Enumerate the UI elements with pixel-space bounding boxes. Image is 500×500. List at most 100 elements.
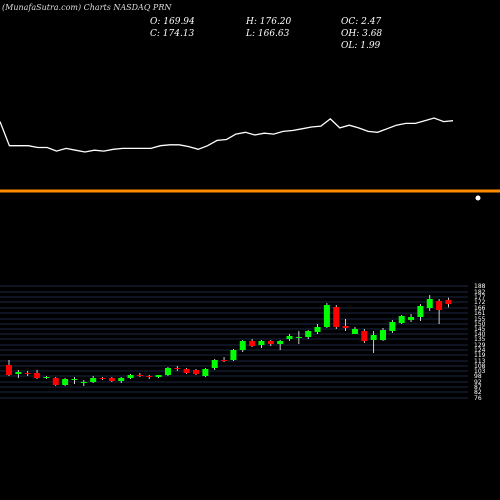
candle (399, 315, 405, 324)
candle (287, 334, 293, 341)
candle (128, 374, 134, 379)
candle (417, 304, 423, 321)
candle-body (305, 331, 311, 337)
candle (146, 375, 152, 379)
price-line (0, 118, 453, 152)
candle (71, 377, 77, 384)
candle (333, 305, 339, 329)
candle (165, 367, 171, 376)
oh-value: OH: 3.68 (341, 29, 382, 39)
candle-body (34, 373, 40, 378)
candle (81, 380, 87, 386)
candle (25, 371, 31, 376)
candle (174, 366, 180, 371)
candle (184, 368, 190, 374)
candle-body (380, 330, 386, 340)
candle-body (296, 337, 302, 338)
candle (34, 370, 40, 379)
candle (156, 375, 162, 378)
candle-body (389, 322, 395, 331)
high-value: H: 176.20 (246, 17, 291, 27)
candle-body (221, 360, 227, 361)
candle-body (156, 375, 162, 377)
candle-body (352, 329, 358, 334)
ol-value: OL: 1.99 (341, 41, 380, 51)
candle-body (53, 378, 59, 385)
candle (53, 377, 59, 386)
candle-body (343, 326, 349, 328)
candle-body (371, 335, 377, 340)
candle-body (230, 350, 236, 360)
oc-value: OC: 2.47 (341, 17, 381, 27)
low-value: L: 166.63 (246, 29, 289, 39)
candle-body (81, 382, 87, 383)
candle (352, 327, 358, 334)
candle-body (15, 372, 21, 374)
candle (43, 376, 49, 379)
candle-body (25, 373, 31, 374)
candle (62, 378, 68, 386)
candle (408, 314, 414, 322)
candle-grid (0, 286, 468, 398)
candle-body (6, 365, 12, 375)
candle-body (324, 305, 330, 327)
candle-body (408, 317, 414, 320)
candle-body (315, 327, 321, 332)
candle-body (146, 376, 152, 377)
separator-dot (476, 196, 481, 201)
candle-body (100, 378, 106, 379)
candle (389, 320, 395, 333)
candle-body (193, 370, 199, 374)
candle (436, 299, 442, 324)
y-axis-ticks: 1881821771721661611551501451401351291241… (474, 283, 486, 402)
open-value: O: 169.94 (150, 17, 195, 27)
candle-body (240, 341, 246, 350)
candle-body (43, 377, 49, 378)
candle (305, 330, 311, 339)
candle-body (417, 306, 423, 317)
candle-body (184, 369, 190, 373)
candle (249, 339, 255, 347)
candle (100, 377, 106, 380)
candle-body (427, 299, 433, 308)
candle-body (71, 379, 77, 380)
candle-body (361, 331, 367, 341)
candle-body (258, 341, 264, 345)
candle (361, 329, 367, 343)
candle (445, 298, 451, 308)
candle (6, 360, 12, 376)
candle-body (268, 341, 274, 344)
candle-body (137, 375, 143, 376)
candle-body (202, 369, 208, 376)
candle-body (399, 316, 405, 323)
candle (258, 340, 264, 348)
price-line-panel (0, 118, 453, 152)
chart-title: (MunafaSutra.com) Charts NASDAQ PRN (2, 3, 171, 12)
candle (296, 331, 302, 344)
candle-body (445, 300, 451, 304)
candle-body (128, 375, 134, 378)
close-value: C: 174.13 (150, 29, 194, 39)
candle (212, 359, 218, 370)
candlestick-series (6, 295, 451, 386)
candle (193, 369, 199, 375)
candle-body (212, 360, 218, 368)
candle-body (118, 378, 124, 381)
candle (137, 373, 143, 377)
candle-body (109, 378, 115, 381)
candle (109, 377, 115, 382)
candle-body (436, 301, 442, 310)
candle-body (333, 307, 339, 327)
candle-body (277, 341, 283, 344)
candle (202, 368, 208, 377)
candle (324, 303, 330, 328)
candle-body (165, 368, 171, 375)
candle-body (62, 379, 68, 385)
candle-body (249, 341, 255, 346)
candle-body (287, 336, 293, 339)
candle-body (90, 378, 96, 382)
candle (315, 324, 321, 334)
candle-body (174, 368, 180, 369)
candle (90, 376, 96, 383)
